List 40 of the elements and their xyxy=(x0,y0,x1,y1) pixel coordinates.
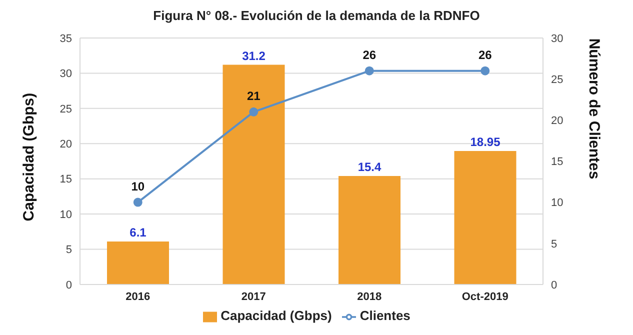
bar xyxy=(454,151,516,284)
bar xyxy=(338,176,400,284)
y-axis-title: Capacidad (Gbps) xyxy=(20,92,38,222)
y2-tick-label: 15 xyxy=(551,156,564,168)
point xyxy=(480,66,490,76)
y2-tick-label: 5 xyxy=(551,238,558,250)
y2-tick-label: 10 xyxy=(551,197,564,210)
data-label: 26 xyxy=(478,48,492,62)
data-label: 10 xyxy=(131,179,145,194)
bar xyxy=(107,241,169,284)
y2-tick-label: 20 xyxy=(551,115,564,128)
y2-axis-title: Número de Clientes xyxy=(586,38,603,180)
y-tick-label: 0 xyxy=(66,279,72,292)
x-tick-label: 2018 xyxy=(357,291,382,304)
data-label: 31.2 xyxy=(242,48,266,63)
bar xyxy=(222,64,285,284)
data-label: 21 xyxy=(246,88,261,103)
x-tick-label: 2017 xyxy=(241,291,266,304)
x-tick-label: 2016 xyxy=(126,291,150,304)
point xyxy=(249,107,258,116)
y-tick-label: 15 xyxy=(60,174,72,186)
data-label: 15.4 xyxy=(358,160,382,174)
y-tick-label: 35 xyxy=(60,32,72,45)
y2-tick-label: 25 xyxy=(551,74,564,86)
point xyxy=(364,66,374,76)
legend-label: Capacidad (Gbps) xyxy=(220,308,332,324)
y2-tick-label: 30 xyxy=(551,32,564,45)
x-tick-label: Oct-2019 xyxy=(462,291,508,304)
y-tick-label: 10 xyxy=(60,208,72,221)
data-label: 18.95 xyxy=(470,135,501,150)
data-label: 26 xyxy=(362,48,376,62)
y-tick-label: 30 xyxy=(60,68,72,80)
y-tick-label: 25 xyxy=(60,103,72,116)
y2-tick-label: 0 xyxy=(551,279,558,292)
y-tick-label: 20 xyxy=(60,138,72,151)
point xyxy=(133,198,142,207)
legend-label: Clientes xyxy=(360,308,410,324)
chart-title: Figura N° 08.- Evolución de la demanda de la RDNFO xyxy=(152,8,481,24)
y-tick-label: 5 xyxy=(66,244,72,256)
data-label: 6.1 xyxy=(130,225,147,240)
